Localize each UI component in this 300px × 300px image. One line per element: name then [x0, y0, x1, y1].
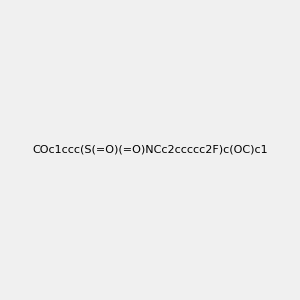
Text: COc1ccc(S(=O)(=O)NCc2ccccc2F)c(OC)c1: COc1ccc(S(=O)(=O)NCc2ccccc2F)c(OC)c1 — [32, 145, 268, 155]
